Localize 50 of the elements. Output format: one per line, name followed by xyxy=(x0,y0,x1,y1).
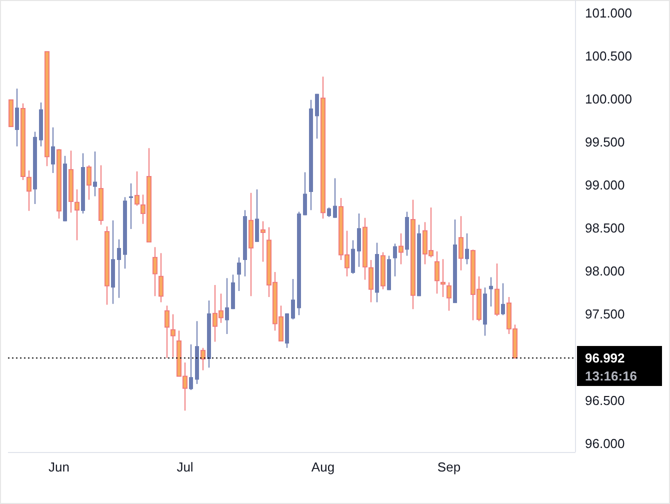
candlestick xyxy=(225,278,229,335)
candlestick xyxy=(489,276,493,307)
y-tick-label: 100.500 xyxy=(585,48,632,64)
candlestick xyxy=(200,347,206,371)
x-tick-label: Jun xyxy=(48,460,70,474)
candlestick xyxy=(440,258,446,298)
candlestick xyxy=(458,216,464,271)
candlestick xyxy=(465,232,469,265)
candlestick xyxy=(51,126,55,174)
x-tick-label: Aug xyxy=(311,460,335,474)
y-tick-label: 96.500 xyxy=(585,392,625,408)
y-tick-label: 99.000 xyxy=(585,178,625,193)
candlestick xyxy=(333,178,337,218)
y-tick-label: 98.500 xyxy=(585,220,625,236)
candlestick xyxy=(237,256,241,292)
x-tick-label: Jul xyxy=(176,460,194,474)
y-tick-label: 99.500 xyxy=(585,134,625,150)
y-tick-label: 97.500 xyxy=(585,306,625,322)
candlestick xyxy=(255,188,259,242)
candlestick xyxy=(74,188,80,241)
y-tick-label: 101.000 xyxy=(585,5,632,20)
candlestick xyxy=(327,206,331,218)
candlestick xyxy=(315,93,319,140)
candlestick xyxy=(170,314,176,358)
candlestick xyxy=(164,305,170,359)
candlestick xyxy=(303,172,307,216)
candlestick xyxy=(189,344,193,391)
candlestick xyxy=(117,238,121,298)
candlestick xyxy=(15,88,19,147)
candlestick xyxy=(368,260,374,303)
y-tick-label: 96.000 xyxy=(585,436,625,451)
candlestick xyxy=(26,170,32,212)
candlestick xyxy=(398,232,404,265)
candlestick xyxy=(152,246,158,297)
candlestick xyxy=(434,250,440,294)
candlestick xyxy=(134,170,140,206)
candlestick xyxy=(158,252,164,303)
x-tick-label: Sep xyxy=(437,460,461,474)
y-tick-label: 100.000 xyxy=(585,92,632,107)
candlestick xyxy=(357,213,361,268)
candlestick xyxy=(501,282,505,316)
candlestick xyxy=(446,282,452,312)
candlestick xyxy=(260,220,266,262)
candlestick xyxy=(86,164,92,200)
y-tick-label: 98.000 xyxy=(585,264,625,279)
candlestick xyxy=(291,278,295,320)
ref-line-label: 96.992 xyxy=(585,350,625,366)
text: 13:16:16 xyxy=(585,368,638,384)
candlestick xyxy=(393,243,397,277)
candlestick xyxy=(93,151,97,197)
